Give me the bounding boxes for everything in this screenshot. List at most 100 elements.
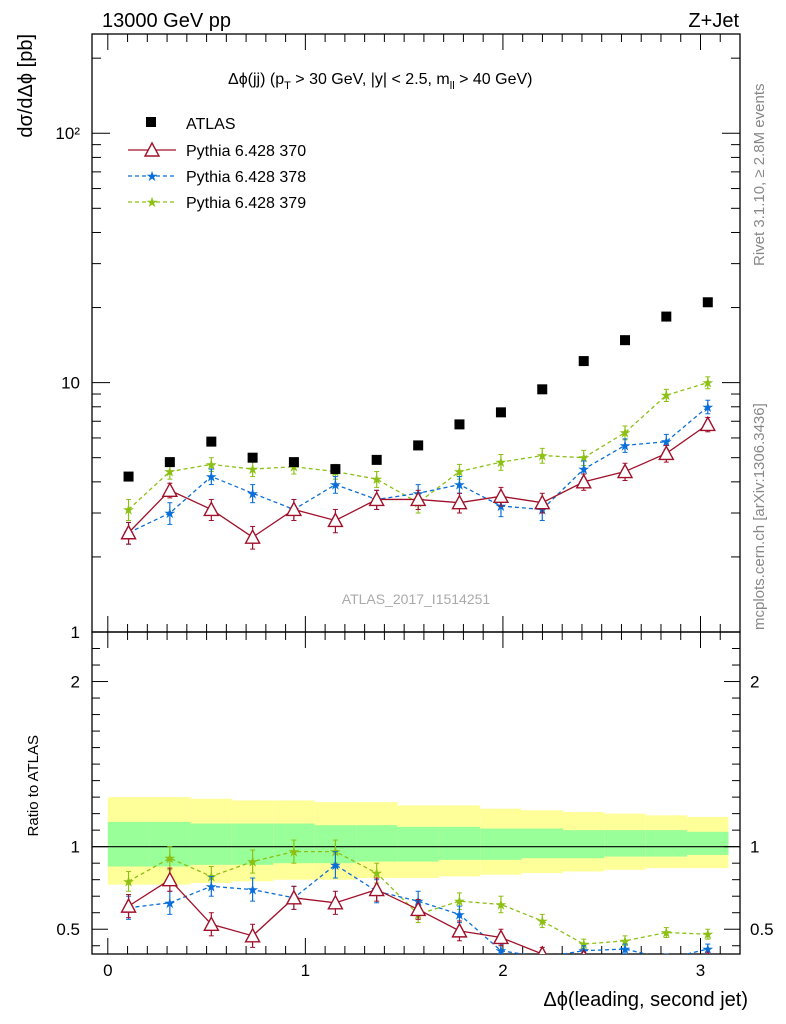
data-point: ★	[577, 943, 590, 959]
data-point	[247, 452, 258, 463]
data-point: ★	[660, 925, 673, 941]
legend-label-atlas: ATLAS	[186, 116, 236, 133]
ratio-x-tick-label: 2	[498, 961, 507, 980]
data-point: ★	[495, 943, 508, 959]
data-point: ★	[577, 450, 590, 466]
legend: ATLAS Pythia 6.428 370 ★ Pythia 6.428 37…	[128, 116, 306, 212]
ratio-plot-area: 01230.50.51122★★★★★★★★★★★★★★★★★★★★★★★★★★…	[56, 631, 774, 980]
data-point: ★	[164, 895, 177, 911]
ratio-x-tick-label: 3	[696, 961, 705, 980]
data-point	[616, 463, 634, 479]
data-point	[206, 436, 217, 447]
data-point: ★	[619, 933, 632, 949]
main-y-axis-title: dσ/dΔϕ [pb]	[15, 34, 37, 138]
data-point: ★	[536, 913, 549, 929]
data-point: ★	[288, 844, 301, 860]
data-point: ★	[453, 906, 466, 922]
data-point: ★	[329, 857, 342, 873]
data-point	[705, 950, 710, 954]
data-point	[410, 490, 427, 507]
data-point	[161, 481, 179, 498]
ratio-band-inner	[438, 826, 481, 860]
ratio-y-tick-label: 1	[71, 838, 80, 857]
data-point: ★	[660, 387, 673, 403]
data-point	[203, 500, 220, 517]
data-point	[327, 512, 344, 528]
ratio-band-inner	[356, 825, 398, 862]
ratio-band-inner	[687, 831, 729, 855]
header-left-label: 13000 GeV pp	[102, 10, 231, 32]
data-point: ★	[205, 456, 218, 472]
data-point: ★	[619, 425, 632, 441]
data-point: ★	[660, 951, 673, 967]
data-point	[454, 419, 465, 430]
ratio-band-inner	[397, 826, 439, 862]
ratio-y-tick-label: 0.5	[56, 920, 80, 939]
data-point: ★	[453, 464, 466, 480]
data-point	[537, 384, 548, 395]
data-point	[120, 897, 137, 913]
ratio-x-tick-label: 0	[103, 961, 112, 980]
data-point: ★	[619, 437, 632, 453]
data-point: ★	[205, 878, 218, 894]
ratio-y-axis-title: Ratio to ATLAS	[25, 735, 42, 836]
data-point	[658, 444, 675, 461]
data-point: ★	[164, 505, 177, 521]
data-point: ★	[370, 865, 383, 881]
data-point: ★	[246, 485, 259, 501]
data-point	[578, 356, 589, 367]
main-y-axis: 1 10 10²	[55, 57, 740, 642]
data-point	[624, 953, 626, 954]
data-point: ★	[495, 454, 508, 470]
rivet-version-label: Rivet 3.1.10, ≥ 2.8M events	[751, 84, 768, 267]
data-point: ★	[370, 471, 383, 487]
data-point	[285, 889, 303, 905]
ratio-band-inner	[190, 823, 232, 865]
mcplots-label: mcplots.cern.ch [arXiv:1306.3436]	[751, 403, 768, 630]
data-point: ★	[702, 399, 715, 415]
ratio-band-inner	[562, 830, 605, 859]
data-point	[120, 524, 137, 540]
data-point	[161, 871, 179, 887]
data-point: ★	[205, 469, 218, 485]
legend-label-379: Pythia 6.428 379	[186, 195, 306, 212]
data-point: ★	[495, 896, 508, 912]
legend-label-370: Pythia 6.428 370	[186, 143, 306, 160]
data-point: ★	[577, 461, 590, 477]
data-point: ★	[660, 434, 673, 450]
data-point: ★	[619, 941, 632, 957]
main-y-tick-label: 10	[61, 374, 80, 393]
ratio-x-tick-label: 1	[301, 961, 310, 980]
data-point	[580, 948, 587, 954]
data-point: ★	[122, 501, 135, 517]
data-point	[620, 335, 631, 346]
ratio-band-inner	[521, 828, 563, 859]
data-point	[288, 457, 299, 468]
data-point: ★	[329, 477, 342, 493]
data-point	[575, 473, 592, 489]
data-point: ★	[702, 375, 715, 391]
ratio-y-tick-label-right: 2	[750, 673, 759, 692]
legend-marker-379: ★	[146, 194, 159, 210]
ratio-y-tick-label-right: 1	[750, 838, 759, 857]
data-point	[699, 415, 716, 432]
data-point: ★	[702, 926, 715, 942]
legend-marker-atlas	[146, 117, 156, 127]
data-point	[123, 471, 134, 482]
data-point: ★	[164, 464, 177, 480]
ratio-y-axis: 0.5 0.5 1 1 2 2	[56, 648, 774, 947]
legend-label-378: Pythia 6.428 378	[186, 169, 306, 186]
data-point	[371, 454, 382, 465]
data-point	[203, 915, 220, 931]
series-pythia-6-428-370	[120, 867, 711, 954]
series-line	[128, 864, 708, 954]
series-atlas	[123, 297, 713, 482]
main-y-tick-label: 1	[71, 623, 80, 642]
data-point	[244, 927, 261, 943]
data-point: ★	[122, 873, 135, 889]
data-point	[244, 528, 261, 544]
data-point: ★	[246, 854, 259, 870]
x-axis-title: Δϕ(leading, second jet)	[543, 989, 748, 1011]
legend-marker-378: ★	[146, 168, 159, 184]
